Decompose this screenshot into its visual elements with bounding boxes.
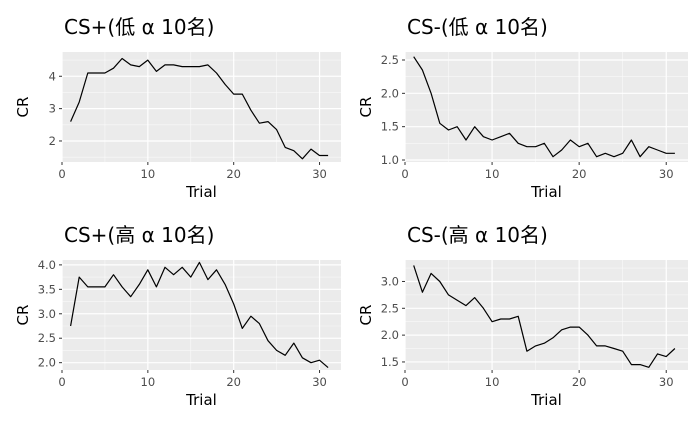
- x-tick-label: 30: [312, 375, 327, 389]
- chart-title: CS-(低 α 10名): [407, 15, 548, 39]
- plot-background: [62, 52, 341, 162]
- x-tick-label: 30: [659, 167, 674, 181]
- y-tick-label: 1.0: [381, 153, 399, 167]
- x-tick-label: 10: [141, 375, 156, 389]
- y-tick-label: 2.5: [381, 301, 399, 315]
- x-axis-label: Trial: [185, 183, 217, 201]
- x-axis-label: Trial: [530, 391, 562, 409]
- y-tick-label: 2.0: [38, 356, 56, 370]
- x-tick-label: 10: [485, 375, 500, 389]
- y-tick-label: 3.5: [38, 282, 56, 296]
- y-axis-label: CR: [357, 305, 375, 326]
- plot-background: [405, 260, 688, 370]
- plot-background: [405, 52, 688, 162]
- x-tick-label: 20: [226, 375, 241, 389]
- plot-background: [62, 260, 341, 370]
- x-tick-label: 30: [659, 375, 674, 389]
- y-tick-label: 4: [49, 69, 56, 83]
- y-tick-label: 4.0: [38, 258, 56, 272]
- y-tick-label: 2: [49, 134, 56, 148]
- chart-title: CS-(高 α 10名): [407, 223, 548, 247]
- y-tick-label: 1.5: [381, 120, 399, 134]
- x-tick-label: 20: [226, 167, 241, 181]
- x-tick-label: 10: [485, 167, 500, 181]
- x-tick-label: 10: [141, 167, 156, 181]
- y-axis-label: CR: [357, 97, 375, 118]
- chart-title: CS+(低 α 10名): [64, 15, 214, 39]
- y-tick-label: 2.5: [381, 53, 399, 67]
- x-tick-label: 0: [58, 167, 65, 181]
- series-line: [413, 56, 675, 158]
- x-tick-label: 20: [572, 167, 587, 181]
- chart-panel-4: 0 10 20 30 1.5 2.0 2.5 3.0 CS-(高 α 10名) Trial CR: [357, 223, 688, 409]
- x-tick-label: 0: [58, 375, 65, 389]
- y-tick-label: 3.0: [38, 307, 56, 321]
- y-tick-label: 2.0: [381, 86, 399, 100]
- series-line: [70, 261, 329, 369]
- y-tick-label: 3: [49, 102, 56, 116]
- x-tick-label: 0: [401, 167, 408, 181]
- chart-title: CS+(高 α 10名): [64, 223, 214, 247]
- series-line: [70, 57, 329, 160]
- chart-panel-1: 0 10 20 30 2 3 4 CS+(低 α 10名) Trial CR: [14, 15, 341, 201]
- x-axis-label: Trial: [530, 183, 562, 201]
- series-line: [413, 265, 676, 368]
- y-axis-label: CR: [14, 97, 32, 118]
- chart-panel-3: 0 10 20 30 2.0 2.5 3.0 3.5 4.0 CS+(高 α 10名) Trial C…: [14, 223, 341, 409]
- x-tick-label: 0: [401, 375, 408, 389]
- x-tick-label: 30: [312, 167, 327, 181]
- x-axis-label: Trial: [185, 391, 217, 409]
- y-tick-label: 1.5: [381, 355, 399, 369]
- x-tick-label: 20: [572, 375, 587, 389]
- y-tick-label: 2.5: [38, 331, 56, 345]
- y-tick-label: 3.0: [381, 274, 399, 288]
- chart-panel-2: 0 10 20 30 1.0 1.5 2.0 2.5 CS-(低 α 10名) Trial CR: [357, 15, 688, 201]
- y-axis-label: CR: [14, 305, 32, 326]
- y-tick-label: 2.0: [381, 328, 399, 342]
